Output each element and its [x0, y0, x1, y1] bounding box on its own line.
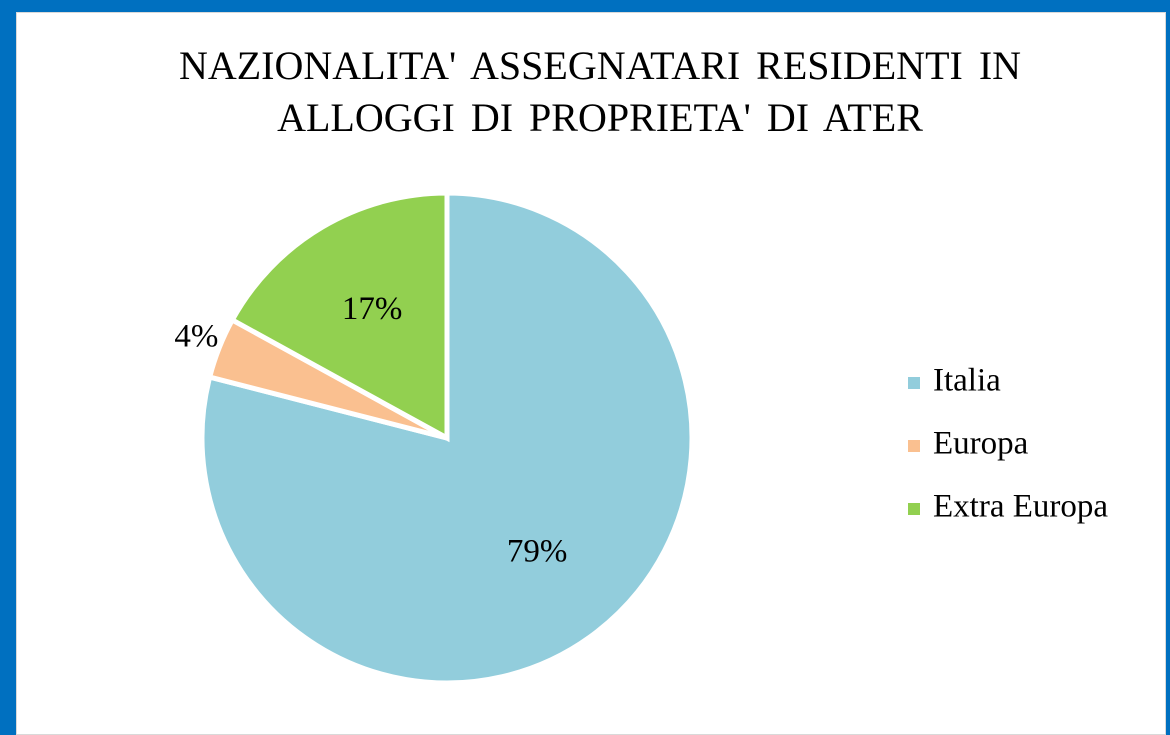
pie-slice	[199, 190, 695, 686]
data-label: 79%	[507, 534, 568, 570]
legend-swatch	[908, 377, 920, 389]
legend-label: Italia	[933, 363, 1001, 399]
legend-label: Extra Europa	[933, 489, 1108, 525]
data-label: 4%	[174, 318, 218, 354]
data-label: 17%	[342, 291, 403, 327]
legend-swatch	[908, 503, 920, 515]
chart-title: NAZIONALITA' ASSEGNATARI RESIDENTI IN AL…	[178, 43, 1022, 140]
pie-slice	[228, 190, 450, 443]
legend-swatch	[908, 440, 920, 452]
legend-label: Europa	[933, 426, 1029, 462]
